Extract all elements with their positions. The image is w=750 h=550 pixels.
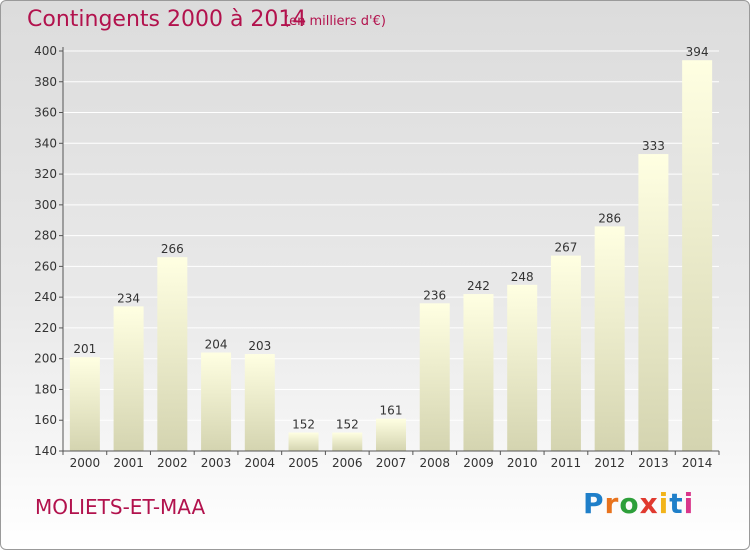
commune-name: MOLIETS-ET-MAA — [35, 495, 206, 519]
logo-letter: i — [658, 487, 670, 520]
xtick-label-2014: 2014 — [682, 456, 713, 470]
axes: 140 160 180 200 220 240 260 280 300 320 340 360 380 4… — [34, 44, 720, 470]
ytick-label-200: 200 — [34, 352, 57, 366]
bar-2007 — [376, 418, 406, 451]
value-label-2006: 152 — [336, 418, 359, 432]
value-label-2008: 236 — [423, 288, 446, 302]
value-label-2003: 204 — [205, 338, 228, 352]
ytick-label-280: 280 — [34, 229, 57, 243]
xtick-label-2009: 2009 — [463, 456, 494, 470]
xtick-label-2004: 2004 — [245, 456, 276, 470]
value-label-2000: 201 — [73, 342, 96, 356]
ytick-label-400: 400 — [34, 44, 57, 58]
bar-2002 — [157, 257, 188, 451]
bar-2009 — [463, 294, 494, 451]
ytick-label-140: 140 — [34, 444, 57, 458]
bar-2014 — [682, 60, 713, 451]
value-label-2001: 234 — [117, 291, 140, 305]
value-label-2012: 286 — [598, 211, 621, 225]
xtick-label-2008: 2008 — [419, 456, 450, 470]
xtick-label-2010: 2010 — [507, 456, 538, 470]
xtick-label-2001: 2001 — [113, 456, 144, 470]
value-label-2011: 267 — [554, 241, 577, 255]
xtick-label-2003: 2003 — [201, 456, 232, 470]
bar-2006 — [332, 432, 363, 451]
value-label-2007: 161 — [380, 404, 403, 418]
ytick-label-360: 360 — [34, 106, 57, 120]
value-label-2009: 242 — [467, 279, 490, 293]
ytick-label-380: 380 — [34, 75, 57, 89]
bar-2010 — [507, 284, 538, 451]
value-label-2014: 394 — [686, 45, 709, 59]
xtick-label-2002: 2002 — [157, 456, 188, 470]
bar-2013 — [638, 154, 669, 452]
xtick-label-2000: 2000 — [70, 456, 101, 470]
bar-2008 — [419, 303, 450, 451]
xtick-label-2011: 2011 — [551, 456, 582, 470]
ytick-label-300: 300 — [34, 198, 57, 212]
value-label-2002: 266 — [161, 242, 184, 256]
bar-2004 — [244, 354, 275, 451]
logo-letter: x — [639, 487, 659, 520]
ytick-label-180: 180 — [34, 382, 57, 396]
bar-2003 — [201, 352, 232, 451]
logo-letter: t — [669, 487, 684, 520]
ytick-label-320: 320 — [34, 167, 57, 181]
chart-title: Contingents 2000 à 2014 — [27, 7, 307, 32]
proxiti-logo[interactable]: Proxiti — [583, 487, 694, 520]
bar-2011 — [550, 255, 581, 451]
bar-2000 — [69, 357, 100, 451]
bars — [69, 60, 713, 452]
value-label-2004: 203 — [248, 339, 271, 353]
ytick-label-240: 240 — [34, 290, 57, 304]
value-label-2010: 248 — [511, 270, 534, 284]
logo-letter: r — [604, 487, 620, 520]
ytick-label-340: 340 — [34, 136, 57, 150]
ytick-label-260: 260 — [34, 259, 57, 273]
xtick-label-2006: 2006 — [332, 456, 363, 470]
value-label-2013: 333 — [642, 139, 665, 153]
xtick-label-2005: 2005 — [288, 456, 319, 470]
xtick-label-2012: 2012 — [594, 456, 625, 470]
ytick-label-160: 160 — [34, 413, 57, 427]
xtick-label-2007: 2007 — [376, 456, 407, 470]
value-label-2005: 152 — [292, 418, 315, 432]
chart-subtitle: (en milliers d'€) — [284, 14, 386, 29]
logo-letter: i — [683, 487, 695, 520]
value-labels: 201 234 266 204 203 152 152 161 236 242 248 267 286 3… — [73, 45, 708, 431]
bar-2001 — [113, 306, 144, 451]
xtick-label-2013: 2013 — [638, 456, 669, 470]
bar-2005 — [288, 432, 319, 451]
logo-letter: o — [619, 487, 640, 520]
bar-2012 — [594, 226, 625, 451]
logo-letter: P — [583, 487, 605, 520]
ytick-label-220: 220 — [34, 321, 57, 335]
